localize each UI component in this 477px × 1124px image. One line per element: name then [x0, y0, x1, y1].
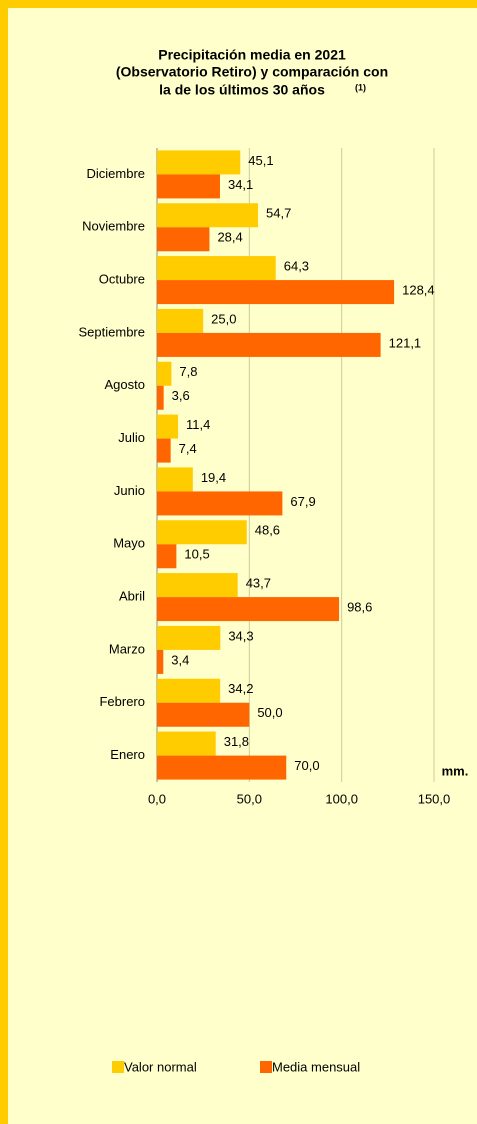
legend-label: Media mensual: [272, 1059, 360, 1074]
value-label: 98,6: [347, 600, 372, 615]
bar: [157, 520, 247, 545]
bar: [157, 731, 216, 756]
x-tick-label: 0,0: [148, 791, 166, 806]
value-label: 48,6: [255, 523, 280, 538]
bar: [157, 649, 164, 674]
bar: [157, 625, 221, 650]
value-label: 7,8: [179, 364, 197, 379]
x-axis-label: mm.: [442, 763, 469, 778]
value-label: 10,5: [184, 547, 209, 562]
legend-swatch: [112, 1061, 124, 1073]
value-label: 43,7: [246, 576, 271, 591]
value-label: 64,3: [284, 259, 309, 274]
y-tick-label: Julio: [118, 430, 145, 445]
value-label: 28,4: [217, 230, 242, 245]
value-label: 7,4: [179, 441, 197, 456]
value-label: 3,6: [172, 388, 190, 403]
bar: [157, 203, 259, 228]
y-tick-label: Marzo: [109, 641, 145, 656]
value-label: 25,0: [211, 311, 236, 326]
value-label: 67,9: [290, 494, 315, 509]
y-tick-label: Diciembre: [86, 166, 145, 181]
bar: [157, 491, 283, 516]
bar: [157, 256, 276, 281]
x-tick-label: 150,0: [418, 791, 451, 806]
y-tick-label: Septiembre: [79, 324, 145, 339]
y-tick-label: Abril: [119, 589, 145, 604]
bar: [157, 150, 241, 175]
value-label: 34,2: [228, 681, 253, 696]
bar: [157, 467, 193, 492]
bar: [157, 385, 164, 410]
chart-title: (Observatorio Retiro) y comparación con: [116, 64, 388, 80]
bar: [157, 544, 177, 569]
chart-title: la de los últimos 30 años: [159, 82, 325, 98]
bar: [157, 678, 221, 703]
bar: [157, 308, 204, 333]
value-label: 70,0: [294, 758, 319, 773]
bar: [157, 573, 238, 598]
value-label: 54,7: [266, 206, 291, 221]
bar: [157, 227, 210, 252]
value-label: 50,0: [257, 705, 282, 720]
x-tick-label: 50,0: [237, 791, 262, 806]
legend-swatch: [260, 1061, 272, 1073]
value-label: 45,1: [248, 153, 273, 168]
value-label: 121,1: [389, 335, 422, 350]
legend-label: Valor normal: [124, 1059, 197, 1074]
bar: [157, 755, 287, 780]
value-label: 34,1: [228, 177, 253, 192]
value-label: 11,4: [186, 417, 210, 432]
value-label: 128,4: [402, 283, 435, 298]
y-tick-label: Octubre: [99, 272, 145, 287]
value-label: 31,8: [224, 734, 249, 749]
y-tick-label: Mayo: [113, 536, 145, 551]
y-tick-label: Enero: [110, 747, 145, 762]
x-tick-label: 100,0: [325, 791, 358, 806]
bar: [157, 332, 381, 357]
bar: [157, 702, 250, 727]
bar: [157, 174, 220, 199]
value-label: 3,4: [171, 652, 189, 667]
value-label: 19,4: [201, 470, 226, 485]
bar: [157, 280, 395, 305]
bar: [157, 597, 340, 622]
value-label: 34,3: [228, 628, 253, 643]
chart-title: Precipitación media en 2021: [158, 47, 346, 63]
y-tick-label: Agosto: [105, 377, 145, 392]
title-note: (1): [355, 82, 366, 92]
y-tick-label: Junio: [114, 483, 145, 498]
bar: [157, 414, 179, 439]
y-tick-label: Febrero: [99, 694, 145, 709]
bar: [157, 438, 171, 463]
bar: [157, 361, 172, 386]
y-tick-label: Noviembre: [82, 219, 145, 234]
